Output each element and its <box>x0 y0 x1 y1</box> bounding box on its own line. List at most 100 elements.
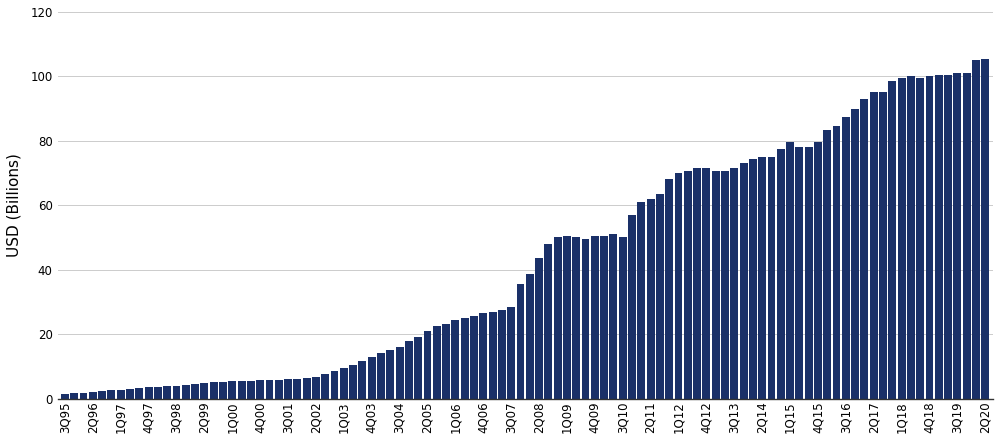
Bar <box>628 215 636 399</box>
Bar <box>907 77 915 399</box>
Bar <box>145 387 153 399</box>
Bar <box>702 168 710 399</box>
Bar <box>786 143 794 399</box>
Bar <box>200 383 208 399</box>
Bar <box>386 350 394 399</box>
Bar <box>870 92 878 399</box>
Bar <box>888 81 896 399</box>
Bar <box>135 388 143 399</box>
Bar <box>591 236 599 399</box>
Bar <box>517 284 524 399</box>
Bar <box>507 307 515 399</box>
Bar <box>470 316 478 399</box>
Bar <box>461 318 469 399</box>
Bar <box>953 73 961 399</box>
Bar <box>191 384 199 399</box>
Bar <box>368 357 376 399</box>
Bar <box>898 78 906 399</box>
Bar <box>721 172 729 399</box>
Bar <box>963 73 971 399</box>
Bar <box>665 180 673 399</box>
Bar <box>256 380 264 399</box>
Bar <box>321 374 329 399</box>
Bar <box>163 386 171 399</box>
Bar <box>266 380 273 399</box>
Bar <box>80 393 87 399</box>
Bar <box>693 168 701 399</box>
Bar <box>851 109 859 399</box>
Bar <box>600 236 608 399</box>
Bar <box>814 143 822 399</box>
Bar <box>479 313 487 399</box>
Bar <box>377 353 385 399</box>
Bar <box>972 60 980 399</box>
Bar <box>182 385 190 399</box>
Bar <box>981 59 989 399</box>
Bar <box>98 392 106 399</box>
Bar <box>637 202 645 399</box>
Bar <box>879 92 887 399</box>
Bar <box>777 149 785 399</box>
Bar <box>173 385 180 399</box>
Bar <box>284 379 292 399</box>
Bar <box>340 368 348 399</box>
Bar <box>619 238 627 399</box>
Bar <box>117 389 125 399</box>
Bar <box>730 168 738 399</box>
Bar <box>544 244 552 399</box>
Bar <box>424 331 431 399</box>
Bar <box>238 381 246 399</box>
Bar <box>554 238 562 399</box>
Bar <box>154 387 162 399</box>
Bar <box>842 117 850 399</box>
Bar <box>219 382 227 399</box>
Bar <box>210 382 218 399</box>
Bar <box>526 275 534 399</box>
Bar <box>740 163 748 399</box>
Bar <box>749 158 757 399</box>
Bar <box>944 75 952 399</box>
Bar <box>656 194 664 399</box>
Bar <box>712 172 720 399</box>
Bar <box>935 75 943 399</box>
Bar <box>795 147 803 399</box>
Y-axis label: USD (Billions): USD (Billions) <box>7 153 22 257</box>
Bar <box>349 365 357 399</box>
Bar <box>609 234 617 399</box>
Bar <box>414 337 422 399</box>
Bar <box>293 378 301 399</box>
Bar <box>582 239 589 399</box>
Bar <box>107 390 115 399</box>
Bar <box>805 147 813 399</box>
Bar <box>758 157 766 399</box>
Bar <box>489 312 497 399</box>
Bar <box>675 173 682 399</box>
Bar <box>916 78 924 399</box>
Bar <box>433 326 441 399</box>
Bar <box>275 380 283 399</box>
Bar <box>860 99 868 399</box>
Bar <box>358 362 366 399</box>
Bar <box>405 341 413 399</box>
Bar <box>451 319 459 399</box>
Bar <box>823 129 831 399</box>
Bar <box>926 77 933 399</box>
Bar <box>684 172 692 399</box>
Bar <box>303 378 311 399</box>
Bar <box>498 310 506 399</box>
Bar <box>535 258 543 399</box>
Bar <box>442 324 450 399</box>
Bar <box>70 393 78 399</box>
Bar <box>247 381 255 399</box>
Bar <box>61 394 69 399</box>
Bar <box>228 381 236 399</box>
Bar <box>768 157 775 399</box>
Bar <box>833 126 840 399</box>
Bar <box>331 371 338 399</box>
Bar <box>647 199 655 399</box>
Bar <box>396 347 404 399</box>
Bar <box>563 236 571 399</box>
Bar <box>126 389 134 399</box>
Bar <box>312 377 320 399</box>
Bar <box>572 238 580 399</box>
